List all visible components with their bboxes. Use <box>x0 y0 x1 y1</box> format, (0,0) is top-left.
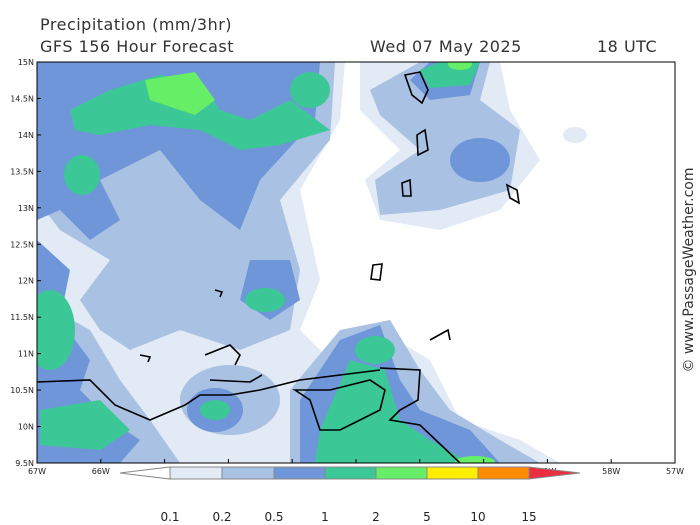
lat-label: 10N <box>18 423 34 432</box>
lat-label: 9.5N <box>15 459 34 468</box>
model-label: GFS 156 Hour Forecast <box>40 37 234 56</box>
colorbar-label: 15 <box>521 510 536 524</box>
lat-label: 11.5N <box>10 313 34 322</box>
lat-label: 12N <box>18 277 34 286</box>
colorbar-label: 0.5 <box>264 510 283 524</box>
lat-label: 13N <box>18 204 34 213</box>
colorbar-label: 0.2 <box>212 510 231 524</box>
colorbar-label: 0.1 <box>160 510 179 524</box>
lat-label: 11N <box>18 350 34 359</box>
lat-label: 12.5N <box>10 240 34 249</box>
colorbar-label: 5 <box>423 510 431 524</box>
lat-label: 14.5N <box>10 94 34 103</box>
colorbar-label: 1 <box>321 510 329 524</box>
colorbar-label: 10 <box>470 510 485 524</box>
map-title: Precipitation (mm/3hr) <box>40 15 232 34</box>
lon-label: 67W <box>28 467 46 476</box>
lat-label: 10.5N <box>10 386 34 395</box>
lon-label: 66W <box>92 467 110 476</box>
lat-label: 13.5N <box>10 167 34 176</box>
lat-label: 15N <box>18 58 34 67</box>
lat-label: 14N <box>18 131 34 140</box>
precipitation-field <box>37 62 675 463</box>
colorbar-label: 2 <box>372 510 380 524</box>
colorbar: 0.1 0.2 0.5 1 2 5 10 15 <box>119 466 581 524</box>
date-label: Wed 07 May 2025 <box>370 37 522 56</box>
lon-label: 58W <box>602 467 620 476</box>
time-label: 18 UTC <box>597 37 657 56</box>
lon-label: 57W <box>666 467 684 476</box>
watermark: © www.PassageWeather.com <box>681 167 697 372</box>
